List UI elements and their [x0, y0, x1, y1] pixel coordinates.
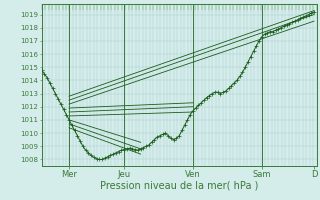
X-axis label: Pression niveau de la mer( hPa ): Pression niveau de la mer( hPa ) — [100, 181, 258, 191]
